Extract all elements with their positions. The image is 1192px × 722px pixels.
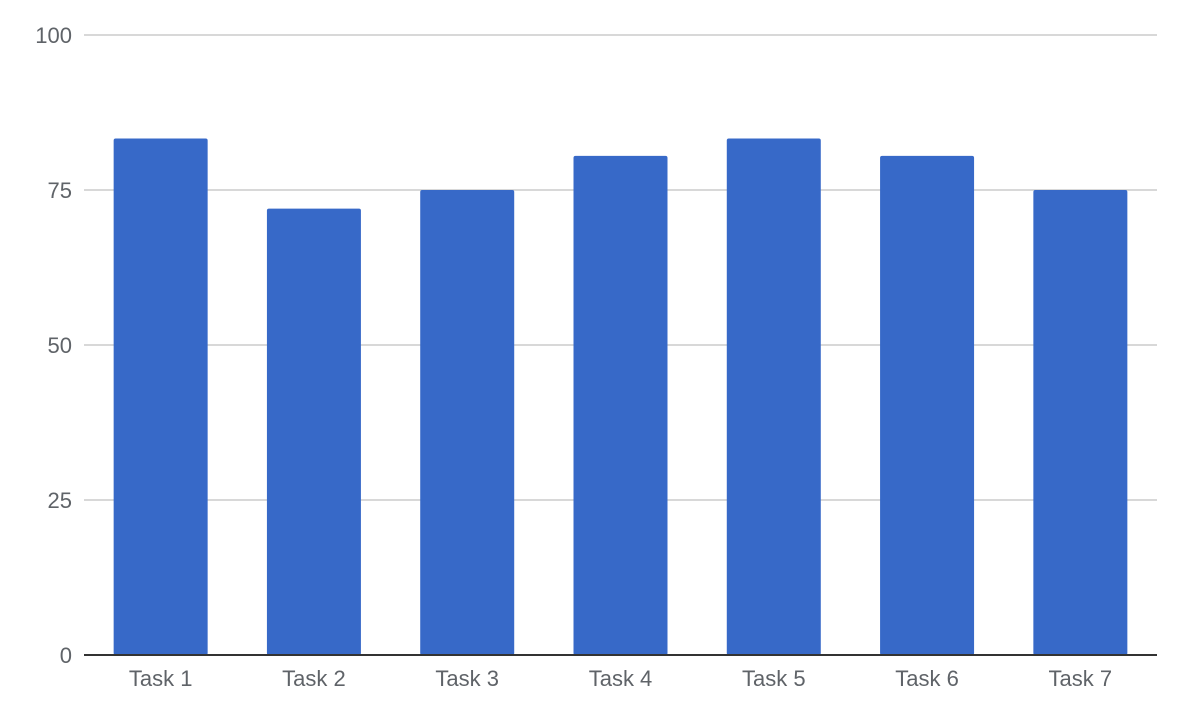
x-category-label: Task 1 — [129, 666, 193, 691]
x-category-label: Task 6 — [895, 666, 959, 691]
x-category-label: Task 2 — [282, 666, 346, 691]
y-tick-label: 75 — [48, 178, 72, 203]
x-category-label: Task 3 — [435, 666, 499, 691]
bar-task-6 — [880, 155, 975, 655]
x-category-label: Task 5 — [742, 666, 806, 691]
bar-task-2 — [266, 208, 361, 655]
y-tick-label: 0 — [60, 643, 72, 668]
bar-task-3 — [420, 190, 515, 655]
x-category-label: Task 4 — [589, 666, 653, 691]
bars — [113, 138, 1128, 656]
y-axis-tick-labels: 0 25 50 75 100 — [35, 23, 72, 668]
bar-task-4 — [573, 155, 668, 655]
y-tick-label: 50 — [48, 333, 72, 358]
bar-task-5 — [726, 138, 821, 656]
y-tick-label: 100 — [35, 23, 72, 48]
bar-task-7 — [1033, 190, 1128, 655]
x-category-label: Task 7 — [1049, 666, 1113, 691]
bar-task-1 — [113, 138, 208, 656]
x-axis-category-labels: Task 1 Task 2 Task 3 Task 4 Task 5 Task 6 Task… — [129, 666, 1112, 691]
y-tick-label: 25 — [48, 488, 72, 513]
